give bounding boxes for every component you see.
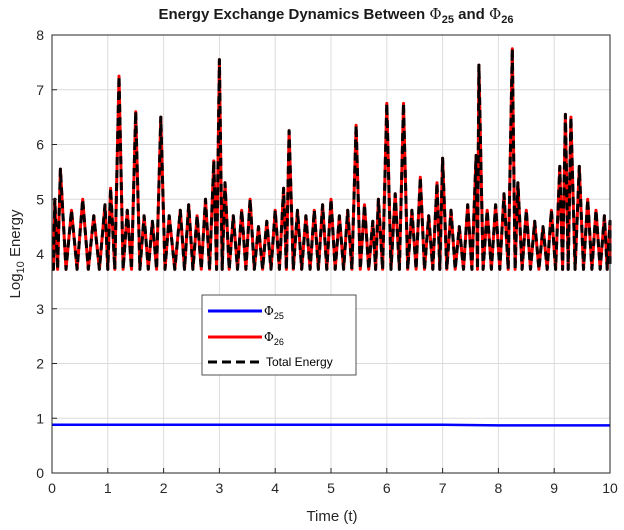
legend-phi25-symbol: Φ [264,304,274,318]
y-tick-label: 0 [36,465,44,481]
title-subscript-a: 25 [442,14,454,26]
title-mid: and [454,6,489,23]
x-tick-label: 7 [439,480,447,496]
legend-label-phi25: Φ25 [264,304,284,321]
legend-label-total: Total Energy [266,355,333,369]
y-axis-label-rest: Energy [7,209,24,261]
legend-phi26-symbol: Φ [264,330,274,344]
y-tick-label: 1 [36,410,44,426]
x-tick-label: 0 [48,480,56,496]
chart-title: Energy Exchange Dynamics Between Φ25 and… [158,5,513,26]
series-total-energy-line [51,47,612,271]
title-symbol-b: Φ [489,5,501,23]
y-tick-label: 5 [36,191,44,207]
x-tick-label: 4 [271,480,279,496]
y-axis-label-subscript: 10 [15,261,27,273]
y-tick-label: 8 [36,27,44,43]
x-tick-label: 3 [216,480,224,496]
y-axis-label-main: Log [7,273,24,298]
legend-label-phi26: Φ26 [264,330,284,347]
x-tick-label: 8 [495,480,503,496]
series-phi25-line [52,423,610,427]
legend-phi25-subscript: 25 [274,311,284,321]
y-tick-label: 6 [36,137,44,153]
x-tick-label: 9 [550,480,558,496]
title-symbol-a: Φ [429,5,441,23]
y-tick-label: 4 [36,246,44,262]
x-tick-label: 10 [602,480,618,496]
title-subscript-b: 26 [501,14,513,26]
legend-phi26-subscript: 26 [274,337,284,347]
y-tick-label: 2 [36,356,44,372]
x-tick-label: 5 [327,480,335,496]
x-tick-label: 2 [160,480,168,496]
x-tick-label: 1 [104,480,112,496]
legend: Φ25 Φ26 Total Energy [201,294,357,376]
y-tick-label: 7 [36,82,44,98]
ticks: 0 1 2 3 4 5 6 7 8 9 10 0 1 2 3 4 5 6 7 8 [36,27,618,496]
y-axis-label: Log10 Energy [7,209,27,298]
x-axis-label: Time (t) [306,508,357,525]
title-prefix: Energy Exchange Dynamics Between [158,6,429,23]
series-layer [51,47,612,427]
x-tick-label: 6 [383,480,391,496]
y-tick-label: 3 [36,301,44,317]
